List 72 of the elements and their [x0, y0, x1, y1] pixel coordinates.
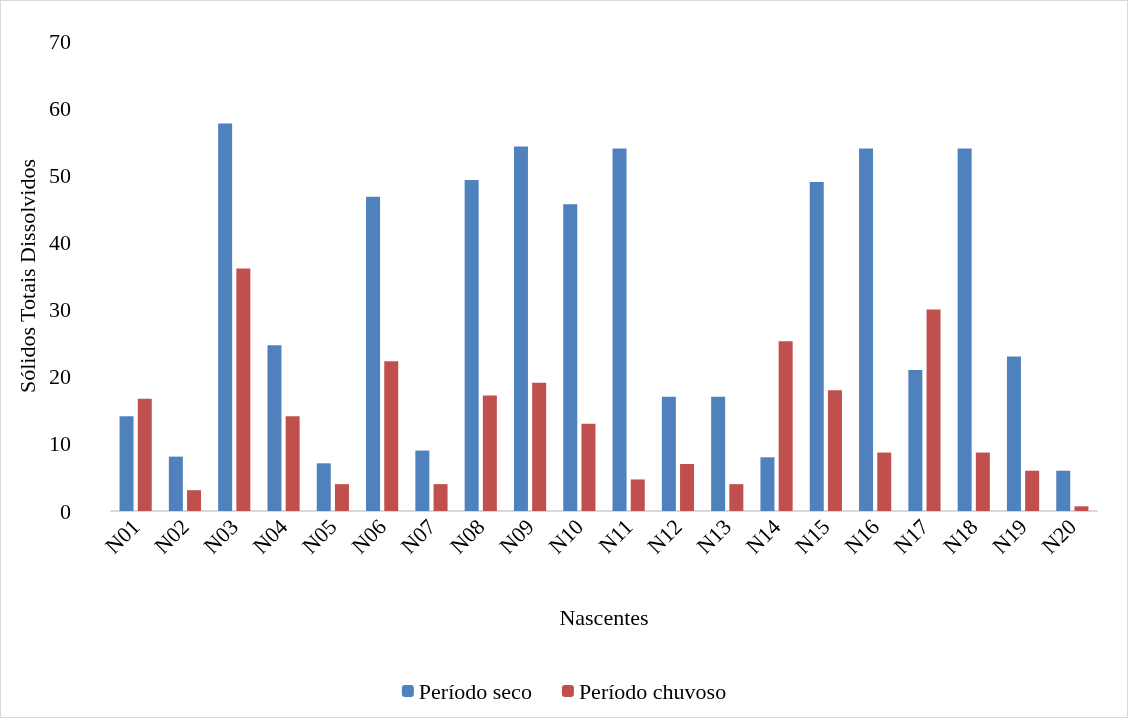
x-tick-label: N05 — [297, 514, 342, 559]
x-tick-label: N12 — [642, 514, 687, 559]
bar — [827, 390, 842, 511]
y-tick-label: 60 — [49, 95, 71, 121]
bar — [482, 395, 497, 511]
bar — [137, 398, 152, 511]
bar — [563, 204, 578, 511]
bar — [1025, 470, 1040, 511]
x-tick-label: N06 — [346, 514, 391, 559]
bar — [236, 268, 251, 511]
bar — [957, 148, 972, 511]
x-tick-label: N10 — [543, 514, 589, 559]
bar — [975, 452, 990, 511]
bar — [711, 396, 726, 511]
x-tick-label: N08 — [445, 514, 490, 559]
y-tick-label: 50 — [49, 162, 71, 188]
y-tick-label: 10 — [49, 431, 71, 457]
bar — [729, 484, 744, 511]
bar — [809, 182, 824, 511]
x-tick-label: N15 — [790, 514, 835, 559]
bar — [760, 457, 775, 511]
bar — [267, 345, 282, 511]
bar — [168, 456, 183, 511]
bar — [532, 382, 547, 511]
bar — [908, 370, 923, 511]
bar — [433, 484, 448, 511]
bar — [778, 341, 793, 511]
y-axis-title: Sólidos Totais Dissolvidos — [14, 159, 40, 393]
legend-label: Período seco — [418, 678, 532, 704]
x-tick-label: N19 — [987, 514, 1032, 559]
x-tick-label: N01 — [100, 514, 145, 559]
x-tick-label: N03 — [198, 514, 244, 559]
y-tick-label: 0 — [60, 498, 71, 524]
x-tick-label: N17 — [888, 514, 934, 559]
bar — [334, 484, 349, 511]
bar — [366, 196, 381, 511]
bar — [285, 416, 300, 511]
bar — [859, 148, 874, 511]
x-tick-label: N13 — [691, 514, 737, 559]
y-tick-label: 70 — [49, 28, 71, 54]
bar — [1006, 356, 1021, 511]
bar — [630, 479, 645, 511]
bar — [877, 452, 892, 511]
x-tick-label: N16 — [839, 514, 884, 559]
x-tick-label: N04 — [247, 514, 293, 559]
bar — [581, 423, 596, 511]
x-tick-label: N11 — [593, 514, 638, 559]
bar — [384, 361, 399, 511]
bar — [316, 463, 331, 511]
bar — [1056, 470, 1071, 511]
x-tick-label: N18 — [938, 514, 983, 559]
bar — [415, 450, 430, 511]
y-tick-label: 20 — [49, 364, 71, 390]
bar — [926, 309, 941, 511]
x-tick-label: N14 — [740, 514, 786, 559]
x-axis-title: Nascentes — [559, 604, 649, 630]
bar — [119, 416, 134, 511]
y-tick-label: 40 — [49, 229, 71, 255]
bar — [1074, 506, 1089, 511]
legend-label: Período chuvoso — [578, 678, 727, 704]
bar — [661, 396, 676, 511]
bar — [464, 179, 479, 511]
bar — [612, 148, 627, 511]
bar — [680, 464, 695, 511]
bar — [187, 490, 202, 511]
bar — [218, 123, 233, 511]
x-tick-label: N20 — [1036, 514, 1082, 559]
bar — [513, 146, 528, 511]
x-tick-label: N09 — [494, 514, 539, 559]
x-tick-label: N07 — [395, 514, 441, 559]
y-tick-label: 30 — [49, 297, 71, 323]
x-tick-label: N02 — [149, 514, 194, 559]
